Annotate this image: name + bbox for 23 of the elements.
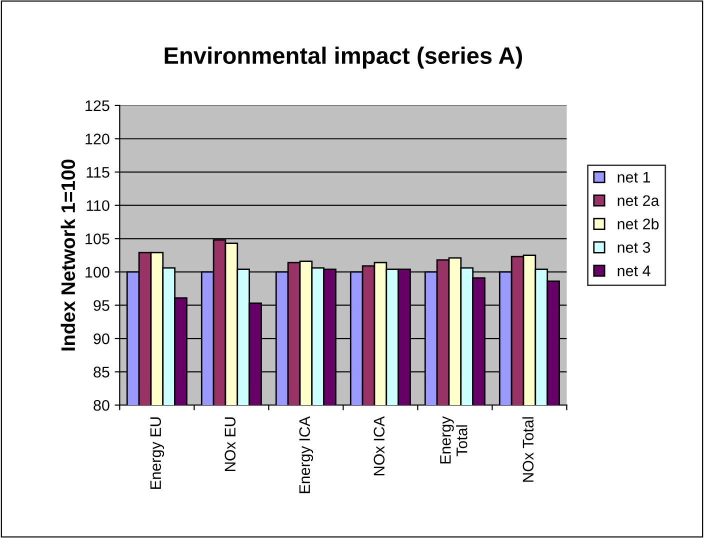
legend-label: net 2b	[618, 218, 659, 230]
legend-label: net 4	[618, 266, 650, 276]
x-tick-label: NOx ICA	[374, 416, 385, 476]
y-tick-label: 125	[86, 100, 110, 112]
x-tick-label: NOx Total	[522, 417, 534, 482]
chart-title: Environmental impact (series A)	[164, 46, 522, 69]
y-tick-label: 105	[86, 234, 110, 244]
y-tick-label: 95	[94, 300, 110, 311]
y-tick-label: 115	[86, 167, 110, 178]
legend-label: net 2a	[618, 195, 660, 206]
legend-label: net 3	[618, 242, 650, 253]
legend-label: net 1	[618, 172, 650, 183]
y-tick-label: 110	[86, 200, 110, 212]
y-tick-label: 100	[86, 266, 110, 278]
y-tick-label: 120	[86, 134, 110, 144]
x-tick-label: NOx EU	[224, 417, 236, 471]
x-tick-label: Energy ICA	[299, 416, 314, 494]
x-tick-label: Energy Total	[440, 416, 468, 464]
x-tick-label: Energy EU	[150, 417, 164, 489]
y-tick-label: 85	[94, 366, 110, 378]
y-tick-label: 80	[94, 400, 110, 411]
y-axis-title: Index Network 1=100	[60, 160, 76, 350]
y-tick-label: 90	[94, 333, 110, 344]
